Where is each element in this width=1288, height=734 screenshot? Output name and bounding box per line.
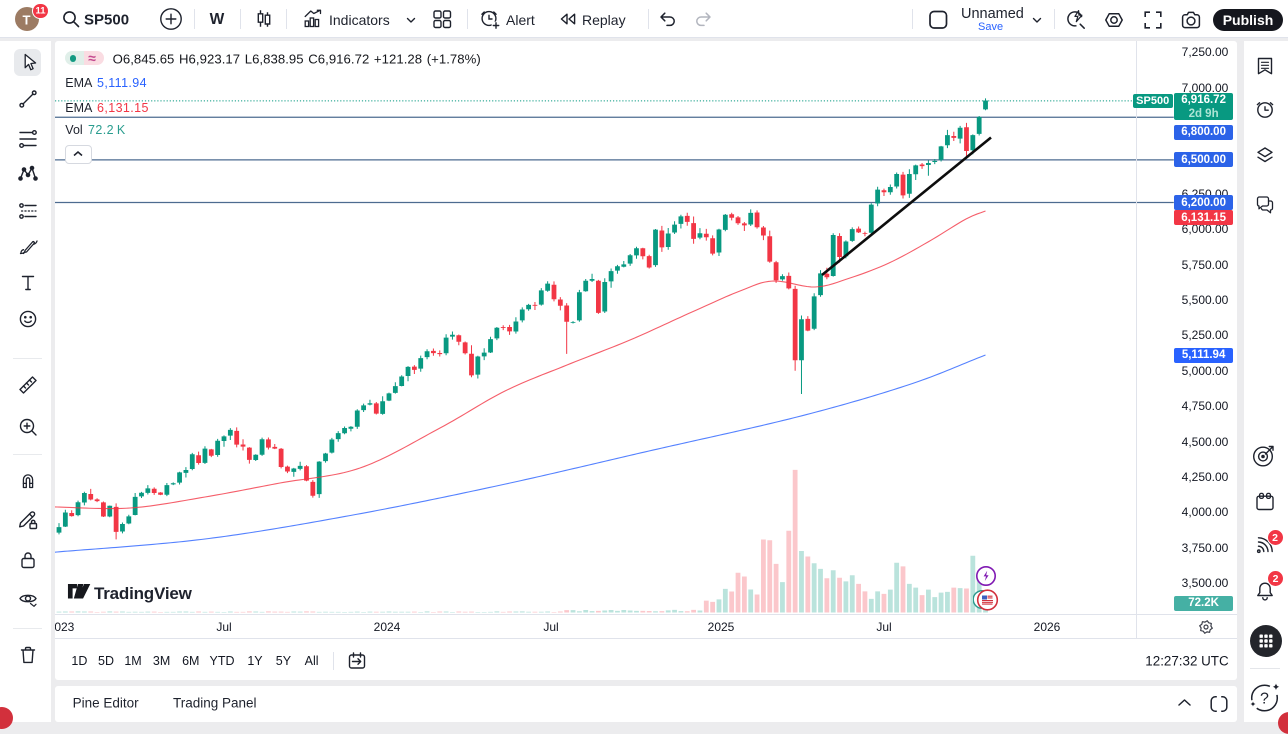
svg-text:?: ? [1260, 691, 1269, 708]
